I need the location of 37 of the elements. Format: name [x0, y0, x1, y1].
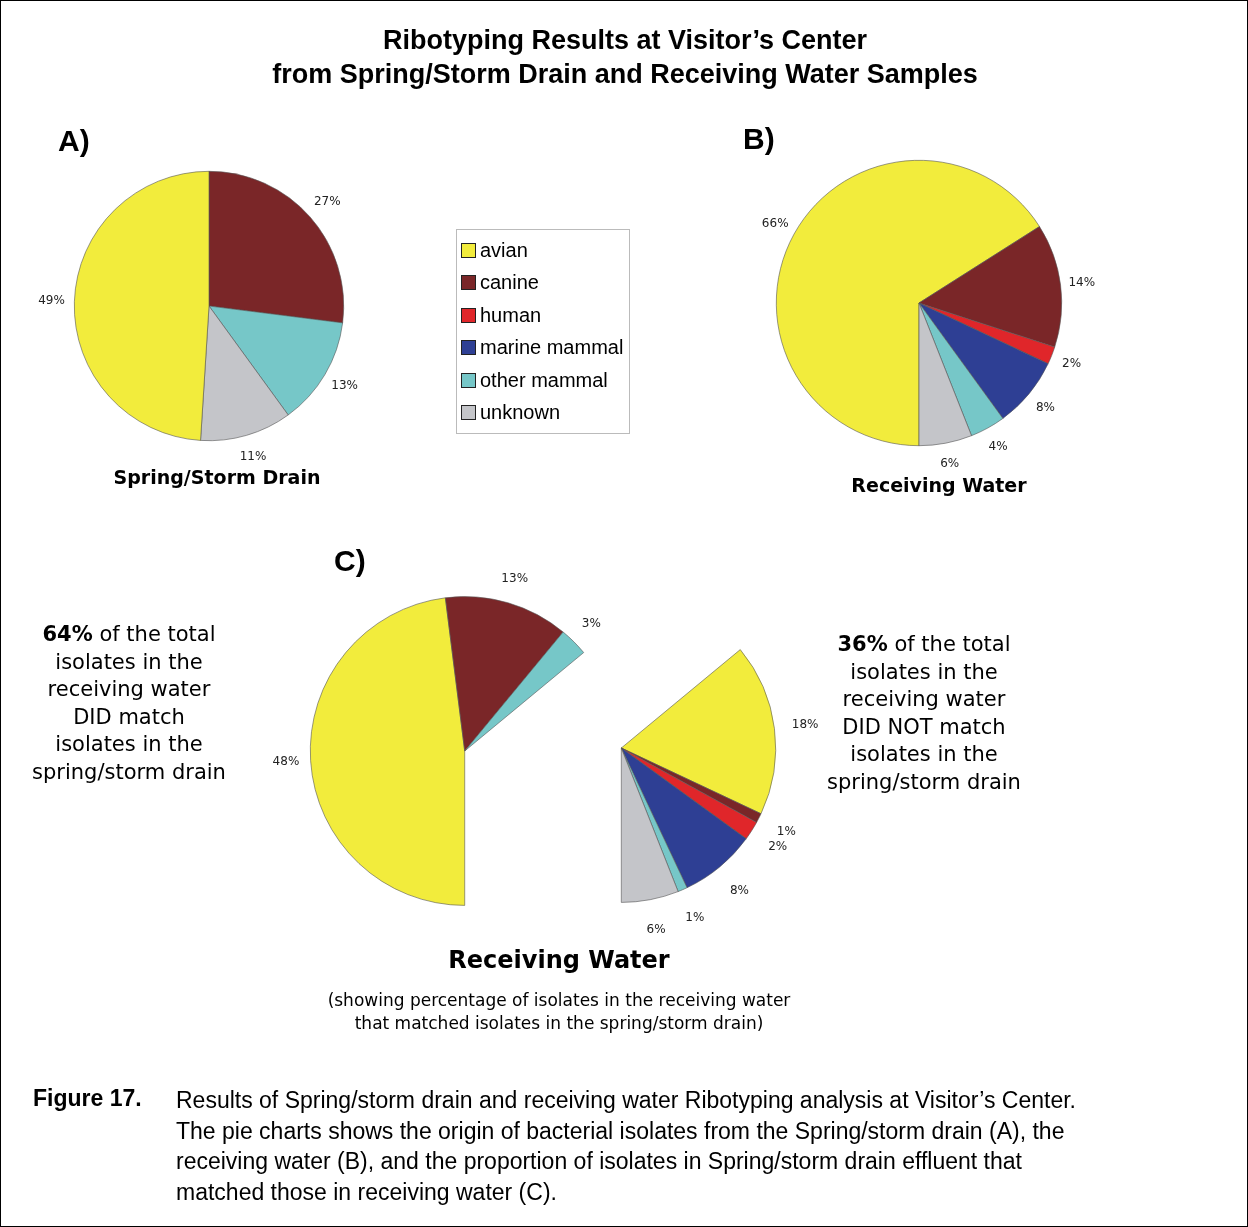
data-label: 1%	[685, 910, 705, 925]
data-label: 8%	[729, 882, 749, 897]
legend-label: canine	[480, 271, 539, 295]
data-label: 6%	[646, 922, 666, 937]
legend-label: human	[480, 303, 542, 327]
data-label: 49%	[38, 293, 65, 308]
data-label: 4%	[988, 438, 1008, 453]
text: (showing percentage of isolates in the receiving water that matched isolates in the spring/storm drain)	[327, 989, 791, 1035]
data-label: 3%	[581, 616, 601, 631]
text: Results of Spring/storm drain and receiving water Ribotyping analysis at Visitor’s Center. The pie charts shows the origin of bacterial isolates from the Spring/storm drain (A), the receiving water (B), and the proportion of isolates in Spring/storm drain effluent that matched those in receiving water (C).	[176, 1086, 1076, 1208]
data-label: 13%	[501, 571, 529, 586]
legend-label: marine mammal	[480, 336, 624, 360]
legend-label: other mammal	[480, 368, 608, 392]
text: Receiving Water	[448, 946, 670, 975]
data-label: 11%	[239, 449, 267, 464]
caption: Figure 17.	[33, 1085, 142, 1113]
data-label: 13%	[331, 378, 358, 393]
data-label: 14%	[1068, 274, 1096, 289]
text: Ribotyping Results at Visitor’s Center from Spring/Storm Drain and Receiving Water Samples	[272, 24, 978, 91]
data-label: 8%	[1035, 399, 1055, 414]
legend-label: unknown	[480, 401, 561, 425]
data-label: 1%	[776, 824, 796, 839]
data-label: 6%	[940, 456, 960, 471]
data-label: 66%	[761, 216, 789, 231]
text: 64% of the total isolates in the receiving water DID match isolates in the spring/storm drain	[32, 621, 226, 786]
data-label: 2%	[1062, 355, 1082, 370]
text: 36% of the total isolates in the receiving water DID NOT match isolates in the spring/storm drain	[827, 631, 1021, 796]
data-label: 27%	[313, 193, 341, 208]
data-label: 2%	[768, 839, 788, 854]
data-label: 18%	[791, 716, 819, 731]
chart-title: B)	[743, 121, 775, 157]
text: Receiving Water	[851, 474, 1027, 497]
data-label: 48%	[272, 754, 300, 769]
chart-title: C)	[334, 543, 366, 579]
text: A)	[58, 123, 90, 159]
legend-label: avian	[480, 238, 528, 262]
text: Spring/Storm Drain	[113, 466, 321, 489]
